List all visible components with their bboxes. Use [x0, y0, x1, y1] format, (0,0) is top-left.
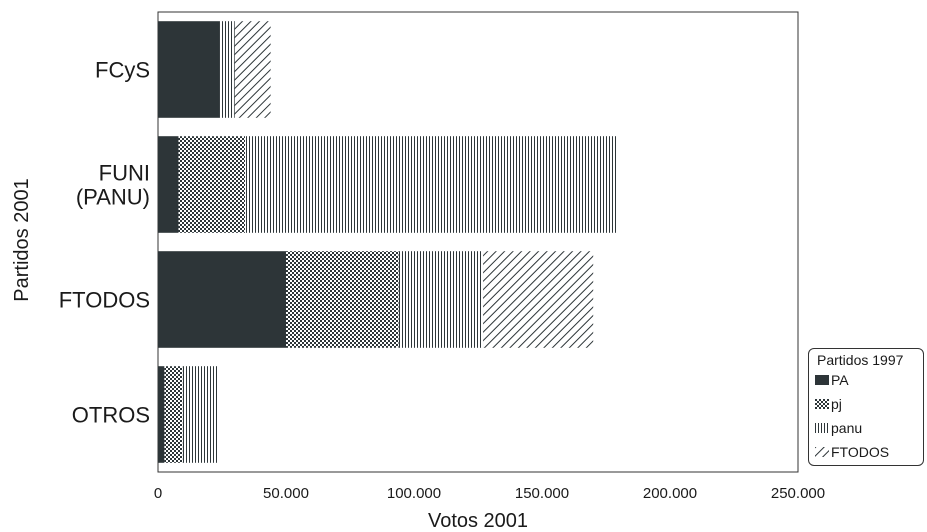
- x-tick-label-5: 250.000: [771, 485, 825, 502]
- bar-pa-3: [158, 366, 165, 463]
- legend-label-pa: PA: [831, 372, 849, 388]
- y-tick-label-1: FUNI (PANU): [76, 161, 150, 210]
- y-tick-label-3: OTROS: [72, 403, 150, 428]
- x-axis-label: Votos 2001: [428, 510, 528, 532]
- legend-item-panu: panu: [815, 419, 862, 437]
- bar-pa-1: [158, 136, 179, 233]
- y-axis-label: Partidos 2001: [11, 178, 33, 301]
- legend-swatch-ftodos: [815, 447, 829, 457]
- y-tick-label-0: FCyS: [95, 58, 150, 83]
- legend-swatch-pj: [815, 399, 829, 409]
- bar-panu-2: [398, 251, 484, 348]
- y-tick-label-2: FTODOS: [59, 288, 150, 313]
- y-labels-group: FCyS FUNI (PANU) FTODOS OTROS: [59, 58, 150, 428]
- x-tick-label-4: 200.000: [643, 485, 697, 502]
- x-tick-label-3: 150.000: [515, 485, 569, 502]
- x-tick-label-2: 100.000: [387, 485, 441, 502]
- legend-label-pj: pj: [831, 396, 842, 412]
- bar-ftodos-0: [234, 21, 271, 118]
- legend-title: Partidos 1997: [817, 352, 904, 368]
- bar-pj-2: [286, 251, 399, 348]
- bar-panu-1: [245, 136, 617, 233]
- bars-group: [158, 21, 617, 463]
- legend-item-ftodos: FTODOS: [815, 443, 889, 461]
- bar-pj-1: [178, 136, 246, 233]
- x-ticks-group: 0 50.000 100.000 150.000 200.000 250.000: [154, 485, 825, 502]
- legend: Partidos 1997 PA pj panu FTODOS: [808, 348, 924, 466]
- bar-pa-2: [158, 251, 286, 348]
- legend-item-pa: PA: [815, 371, 849, 389]
- bar-panu-0: [219, 21, 235, 118]
- legend-label-panu: panu: [831, 420, 863, 436]
- bar-pj-3: [164, 366, 183, 463]
- bar-pa-0: [158, 21, 220, 118]
- legend-swatch-pa: [815, 375, 829, 385]
- x-tick-label-0: 0: [154, 485, 162, 502]
- x-tick-label-1: 50.000: [263, 485, 309, 502]
- legend-item-pj: pj: [815, 395, 842, 413]
- legend-swatch-panu: [815, 423, 829, 433]
- bar-panu-3: [182, 366, 219, 463]
- bar-ftodos-2: [483, 251, 594, 348]
- legend-label-ftodos: FTODOS: [831, 444, 890, 460]
